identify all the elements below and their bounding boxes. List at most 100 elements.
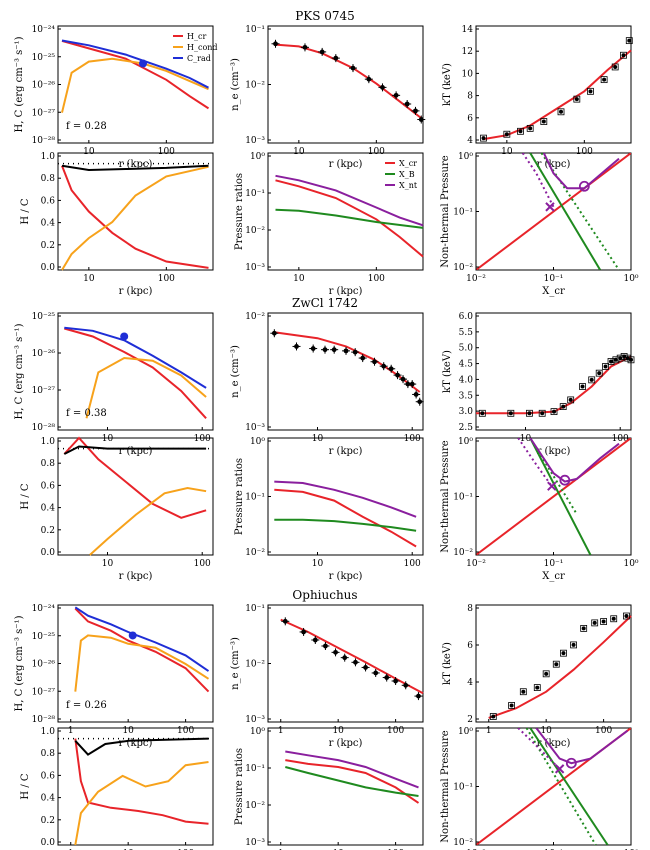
cluster1-ntp-nt bbox=[529, 438, 620, 483]
cluster2-ne-ytick-0: 10⁻¹ bbox=[245, 604, 265, 614]
cluster2-kt-ytick-2: 4 bbox=[467, 678, 473, 688]
cluster2-kt-point-5 bbox=[554, 662, 559, 667]
cluster2-ne-xlabel: r (kpc) bbox=[329, 738, 363, 749]
cluster1-kt-ytick-2: 5.0 bbox=[459, 344, 474, 354]
cluster0-ne-point-1 bbox=[302, 44, 308, 50]
cluster2-pr-B bbox=[285, 766, 419, 797]
cluster2-heat-cond-line bbox=[74, 634, 210, 692]
cluster1-ne-ytick-0: 10⁻² bbox=[245, 312, 265, 322]
cluster0-ne-xtick-1: 100 bbox=[368, 147, 385, 157]
cluster1-pr-cr bbox=[274, 488, 417, 548]
cluster2-heat-cr-line bbox=[74, 607, 210, 693]
cluster0-pr-ytick-0: 10⁰ bbox=[250, 152, 265, 162]
cluster1-ratio-frame bbox=[57, 437, 214, 556]
cluster2-ntp-ylabel: Non-thermal Pressure bbox=[440, 730, 451, 842]
cluster2-kt-point-3 bbox=[535, 685, 540, 690]
cluster1-kt-box-5 bbox=[559, 403, 567, 411]
cluster2-ntp-nt bbox=[535, 728, 629, 765]
cluster0-ntp-ytick-2: 10⁻² bbox=[453, 263, 473, 273]
cluster0-kt-point-3 bbox=[528, 126, 533, 131]
cluster1-kt-point-11 bbox=[609, 359, 614, 364]
cluster1-heat-xlabel: r (kpc) bbox=[119, 446, 153, 457]
cluster1-ratio-xlabel: r (kpc) bbox=[119, 571, 153, 582]
cluster0-f-label: f = 0.28 bbox=[66, 121, 107, 132]
cluster1-heat-frame bbox=[57, 312, 214, 431]
cluster2-kt-point-9 bbox=[592, 620, 597, 625]
cluster0-ne-ylabel: n_e (cm⁻³) bbox=[230, 58, 241, 111]
cluster1-kt-ytick-0: 6.0 bbox=[459, 312, 474, 322]
cluster1-kt-box-1 bbox=[507, 409, 515, 417]
cluster0-heat-cr-line bbox=[61, 39, 210, 110]
cluster0-pr-xlabel: r (kpc) bbox=[329, 286, 363, 297]
cluster2-ratio-ytick-0: 1.0 bbox=[41, 727, 56, 737]
cluster2-heat-ytick-3: 10⁻²⁷ bbox=[32, 687, 56, 697]
cluster2-kt-ylabel: kT (keV) bbox=[442, 642, 453, 685]
cluster2-ntp-circle bbox=[565, 757, 577, 769]
cluster1-ntp-ylabel: Non-thermal Pressure bbox=[440, 440, 451, 552]
cluster0-ne-point-7 bbox=[393, 92, 399, 98]
cluster2-pr-ytick-2: 10⁻² bbox=[245, 801, 265, 811]
cluster2-heat-xtick-1: 10 bbox=[122, 726, 134, 736]
cluster0-kt-box-9 bbox=[611, 63, 619, 71]
cluster0-ne-ytick-0: 10⁻¹ bbox=[245, 25, 265, 35]
cluster2-ne-point-0 bbox=[282, 618, 288, 624]
cluster1-pr-ytick-0: 10⁰ bbox=[250, 437, 265, 447]
cluster1-ntp-circle bbox=[559, 474, 571, 486]
cluster0-ne-xtick-0: 10 bbox=[293, 147, 305, 157]
cluster0-ntp-xtick-0: 10⁻² bbox=[466, 274, 486, 284]
cluster0-kt-point-1 bbox=[504, 132, 509, 137]
cluster2-ne-point-5 bbox=[342, 655, 348, 661]
cluster2-heat-xlabel: r (kpc) bbox=[119, 738, 153, 749]
cluster1-kt-ylabel: kT (keV) bbox=[442, 350, 453, 393]
cluster0-ne-ytick-1: 10⁻² bbox=[245, 81, 265, 91]
cluster1-kt-box-2 bbox=[526, 409, 533, 417]
cluster1-ratio-cond bbox=[89, 486, 207, 556]
cluster0-pr-ytick-1: 10⁻¹ bbox=[245, 189, 265, 199]
cluster1-kt-box-0 bbox=[478, 409, 486, 417]
cluster1-kt-point-8 bbox=[589, 377, 594, 382]
cluster2-ntp-B bbox=[529, 728, 609, 845]
cluster2-ne-point-7 bbox=[363, 665, 368, 670]
cluster0-ne-point-8 bbox=[404, 101, 410, 107]
cluster0-kt-box-10 bbox=[620, 51, 627, 59]
cluster1-kt-point-9 bbox=[597, 371, 602, 376]
cluster1-ne-point-11 bbox=[395, 372, 400, 378]
cluster0-title: PKS 0745 bbox=[295, 9, 355, 23]
cluster2-kt-point-7 bbox=[571, 642, 576, 647]
cluster0-kt-ytick-3: 8 bbox=[467, 92, 473, 102]
cluster2-ne-point-10 bbox=[393, 678, 398, 684]
cluster2-ne-point-3 bbox=[323, 643, 328, 649]
cluster1-kt-point-5 bbox=[561, 404, 566, 409]
cluster1-heat-ytick-1: 10⁻²⁶ bbox=[32, 349, 56, 359]
cluster2-ratio-frame bbox=[57, 727, 214, 846]
cluster1-ne-point-9 bbox=[381, 363, 387, 369]
cluster0-kt-point-7 bbox=[588, 89, 593, 94]
cluster1-heat-ytick-3: 10⁻²⁸ bbox=[32, 423, 56, 433]
cluster1-heat-ytick-0: 10⁻²⁵ bbox=[32, 312, 56, 322]
cluster0-pr-ytick-2: 10⁻² bbox=[245, 226, 265, 236]
cluster0-kt-box-7 bbox=[587, 87, 594, 95]
cluster0-heat-xtick-1: 100 bbox=[158, 147, 175, 157]
cluster0-kt-point-9 bbox=[613, 64, 618, 69]
cluster1-kt-box-16 bbox=[627, 356, 635, 364]
cluster2-ne-ytick-2: 10⁻³ bbox=[245, 715, 265, 725]
cluster1-kt-box-11 bbox=[607, 358, 615, 365]
cluster2-heat-rad-line bbox=[74, 606, 210, 672]
cluster1-heat-cr-line bbox=[64, 327, 207, 419]
cluster1-pr-xlabel: r (kpc) bbox=[329, 571, 363, 582]
cluster2-pr-frame bbox=[267, 727, 424, 846]
cluster2-kt-xtick-0: 1 bbox=[486, 726, 492, 736]
cluster2-ntp-nt-dotted bbox=[517, 728, 561, 770]
cluster2-ratio-cr bbox=[74, 738, 209, 825]
cluster1-heat-rad-line bbox=[64, 326, 207, 389]
cluster1-ne-model bbox=[274, 331, 421, 393]
cluster1-heat-xtick-1: 100 bbox=[194, 434, 211, 444]
cluster1-kt-box-12 bbox=[612, 356, 620, 364]
cluster2-ratio-ytick-4: 0.2 bbox=[41, 816, 55, 826]
cluster0-ratio-cr bbox=[61, 165, 209, 269]
cluster0-pr-xtick-1: 100 bbox=[368, 274, 385, 284]
cluster2-kt-box-3 bbox=[533, 684, 541, 691]
cluster1-ne-point-4 bbox=[331, 347, 337, 353]
cluster2-kt-point-6 bbox=[561, 651, 566, 656]
cluster1-ne-point-15 bbox=[413, 392, 419, 397]
